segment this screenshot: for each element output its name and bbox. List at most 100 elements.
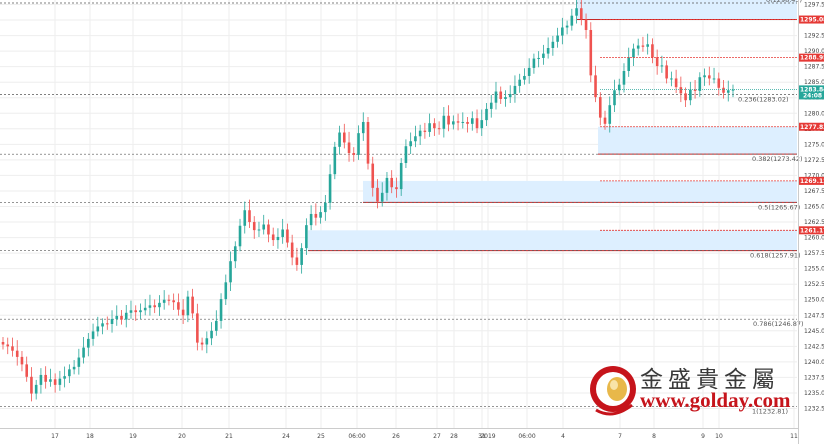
candle-body [20, 356, 24, 365]
candle-body [660, 65, 664, 67]
candle-body [437, 128, 441, 130]
candle-body [11, 346, 14, 351]
y-tick-label: 1245.00 [804, 328, 824, 335]
candle-body [404, 146, 408, 163]
candle-body [34, 384, 38, 394]
candle-body [252, 222, 256, 231]
candle-body [324, 202, 327, 213]
candle-body [646, 44, 649, 47]
y-tick-label: 1292.50 [804, 33, 824, 40]
y-tick-label: 1262.50 [804, 219, 824, 226]
fib-label: 0.618(1257.91) [750, 252, 801, 260]
candle-body [281, 229, 284, 237]
candle-body [30, 376, 33, 394]
candle-body [447, 115, 450, 125]
price-tag-label: 1261.17 [800, 227, 824, 234]
y-tick-label: 1250.00 [804, 297, 824, 304]
candle-body [124, 312, 128, 320]
candle-body [68, 369, 71, 377]
candle-body [25, 364, 29, 377]
candle-body [319, 212, 322, 218]
candle-body [636, 45, 640, 49]
price-tag-box [799, 53, 824, 62]
x-tick-label: 2019 [480, 433, 495, 440]
y-tick-label: 1242.50 [804, 343, 824, 350]
x-tick-label: 31 [478, 433, 486, 440]
candle-body [613, 90, 616, 106]
fib-label: 0.236(1283.02) [738, 95, 789, 103]
candle-body [651, 44, 654, 58]
candle-body [77, 357, 81, 367]
candle-body [655, 57, 659, 67]
candle-body [219, 299, 223, 321]
candle-body [210, 330, 213, 339]
candle-body [433, 123, 436, 129]
candle-body [105, 323, 109, 325]
candle-body [162, 299, 166, 303]
candle-body [276, 236, 280, 241]
candle-body [91, 331, 95, 339]
candle-body [489, 102, 493, 109]
candle-body [414, 136, 417, 142]
candle-body [172, 300, 175, 303]
candle-body [499, 91, 503, 99]
candle-body [570, 15, 574, 26]
candle-body [542, 53, 545, 58]
candle-body [722, 87, 725, 93]
candle-body [703, 75, 706, 78]
y-tick-label: 1260.00 [804, 235, 824, 242]
candle-body [409, 141, 412, 147]
x-tick-label: 26 [392, 433, 400, 440]
y-tick-label: 1272.50 [804, 157, 824, 164]
candle-body [328, 174, 332, 203]
zone-rect [308, 230, 797, 251]
candle-body [523, 75, 526, 80]
candle-body [428, 123, 431, 132]
y-tick-label: 1275.00 [804, 141, 824, 148]
candle-body [608, 105, 612, 124]
candle-body [39, 374, 43, 385]
chart-grid [0, 0, 797, 428]
fib-label: 0(1298.43) [766, 0, 802, 4]
candle-body [115, 315, 119, 319]
candle-body [87, 338, 90, 348]
price-tags: 1295.08 1288.95 1283.8424:08 1277.83 1269.12… [600, 15, 824, 235]
y-tick-label: 1267.50 [804, 188, 824, 195]
brand-chinese-name: 金盛貴金屬 [640, 367, 780, 393]
candle-body [295, 257, 299, 265]
candle-body [196, 313, 199, 343]
candle-body [423, 130, 427, 132]
x-tick-label: 06:00 [518, 433, 535, 440]
candle-body [82, 347, 85, 358]
candle-body [153, 305, 156, 308]
candle-body [632, 48, 635, 58]
candle-body [561, 27, 564, 36]
candle-body [537, 57, 540, 59]
zone-rect [577, 0, 797, 20]
candle-body [248, 210, 251, 223]
candle-body [527, 67, 531, 76]
candle-body [262, 224, 266, 230]
candle-body [466, 121, 469, 124]
candle-body [551, 41, 555, 49]
candle-body [96, 326, 100, 332]
price-tag-label: 1269.12 [800, 178, 824, 185]
x-tick-label: 10 [715, 433, 723, 440]
candle-body [338, 132, 341, 147]
y-tick-label: 1280.00 [804, 110, 824, 117]
candle-body [257, 229, 261, 231]
price-tag-label: 1295.08 [800, 17, 824, 24]
y-tick-label: 1287.50 [804, 64, 824, 71]
y-tick-label: 1290.00 [804, 48, 824, 55]
candle-body [286, 229, 289, 243]
candle-body [470, 118, 474, 124]
candle-body [110, 318, 114, 324]
golday-watermark: 金盛貴金屬 www.golday.com [590, 366, 791, 416]
candle-body [143, 307, 147, 311]
fib-label: 1(1232.81) [752, 408, 788, 416]
price-countdown-label: 24:08 [803, 92, 822, 99]
price-tag-label: 1277.83 [800, 124, 824, 131]
candle-body [726, 90, 730, 93]
candle-body [717, 78, 721, 88]
